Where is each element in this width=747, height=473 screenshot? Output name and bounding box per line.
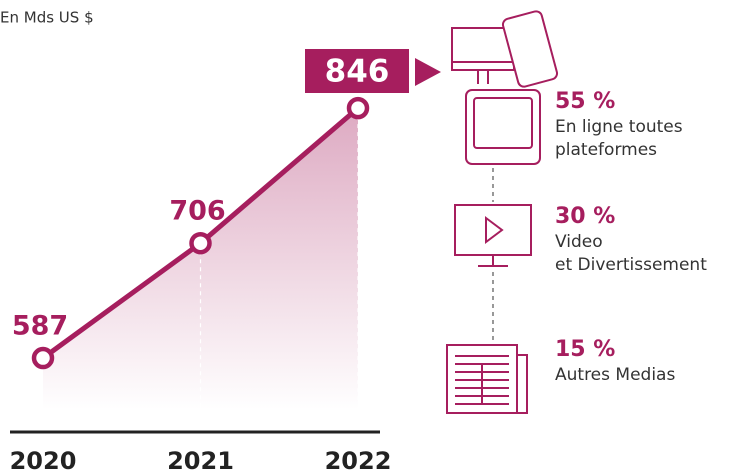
x-tick-label: 2022	[325, 447, 392, 473]
x-tick-label: 2020	[10, 447, 77, 473]
icons	[446, 10, 559, 414]
point	[189, 231, 212, 255]
share-name: et Divertissement	[555, 255, 707, 275]
share-name: Autres Medias	[555, 365, 675, 385]
share-label: 30 %	[555, 204, 615, 229]
value-label: 846	[325, 54, 390, 90]
pointer	[415, 58, 441, 86]
share-name: En ligne toutes	[555, 117, 683, 137]
value-box	[305, 49, 409, 93]
share-name: plateformes	[555, 140, 657, 160]
unit-label: En Mds US $	[0, 9, 94, 27]
value-label: 706	[169, 196, 225, 227]
share-label: 55 %	[555, 89, 615, 114]
point	[31, 346, 55, 370]
value-label: 587	[12, 311, 68, 342]
point	[346, 96, 370, 120]
x-tick-label: 2021	[167, 447, 234, 473]
area	[43, 108, 358, 411]
share-name: Video	[555, 232, 603, 252]
share-label: 15 %	[555, 337, 615, 362]
